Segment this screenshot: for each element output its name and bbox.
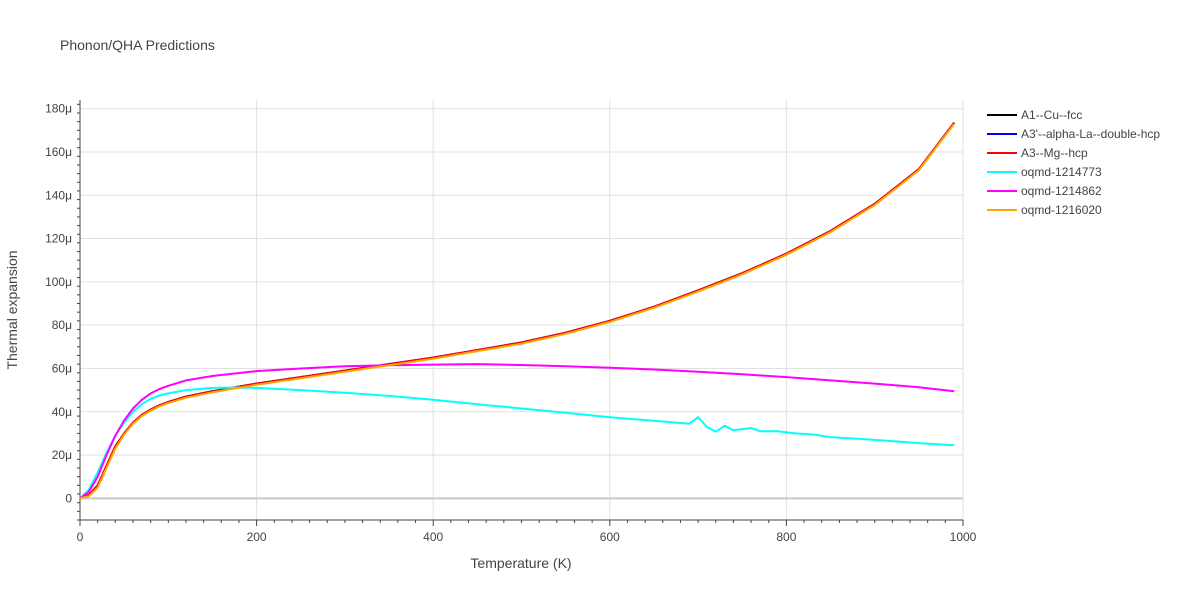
y-tick-label: 20μ xyxy=(52,448,72,462)
chart-title: Phonon/QHA Predictions xyxy=(60,37,215,53)
legend-label: A1--Cu--fcc xyxy=(1021,108,1082,122)
y-tick-label: 160μ xyxy=(45,145,72,159)
series-line-A3'--alpha-La--double-hcp xyxy=(79,122,955,500)
series-lines xyxy=(79,122,955,500)
x-tick-label: 200 xyxy=(247,530,267,544)
x-tick-label: 0 xyxy=(77,530,84,544)
legend-label: A3--Mg--hcp xyxy=(1021,146,1088,160)
y-tick-label: 0 xyxy=(65,491,72,505)
series-line-A1--Cu--fcc xyxy=(79,122,955,500)
series-line-oqmd-1214773 xyxy=(79,386,955,500)
grid xyxy=(80,100,964,520)
series-line-A3--Mg--hcp xyxy=(79,122,955,500)
y-tick-label: 40μ xyxy=(52,405,72,419)
series-line-oqmd-1216020 xyxy=(79,123,955,500)
y-tick-label: 140μ xyxy=(45,188,72,202)
x-tick-label: 1000 xyxy=(950,530,977,544)
y-tick-label: 180μ xyxy=(45,102,72,116)
x-tick-label: 400 xyxy=(423,530,443,544)
legend-label: oqmd-1216020 xyxy=(1021,203,1102,217)
y-axis-title: Thermal expansion xyxy=(4,250,20,369)
x-axis-title: Temperature (K) xyxy=(470,555,571,571)
axes: 0 200 400 600 800 1000 0 20μ 40μ 60μ 80μ 100μ 120μ 14… xyxy=(45,100,977,544)
legend-label: oqmd-1214773 xyxy=(1021,165,1102,179)
legend-label: oqmd-1214862 xyxy=(1021,184,1102,198)
y-tick-label: 60μ xyxy=(52,361,72,375)
x-tick-label: 800 xyxy=(776,530,796,544)
x-tick-label: 600 xyxy=(600,530,620,544)
legend-label: A3'--alpha-La--double-hcp xyxy=(1021,127,1160,141)
y-tick-label: 100μ xyxy=(45,275,72,289)
y-tick-label: 120μ xyxy=(45,232,72,246)
series-line-oqmd-1214862 xyxy=(79,363,955,500)
y-tick-label: 80μ xyxy=(52,318,72,332)
legend: A1--Cu--fcc A3'--alpha-La--double-hcp A3--… xyxy=(987,108,1160,217)
